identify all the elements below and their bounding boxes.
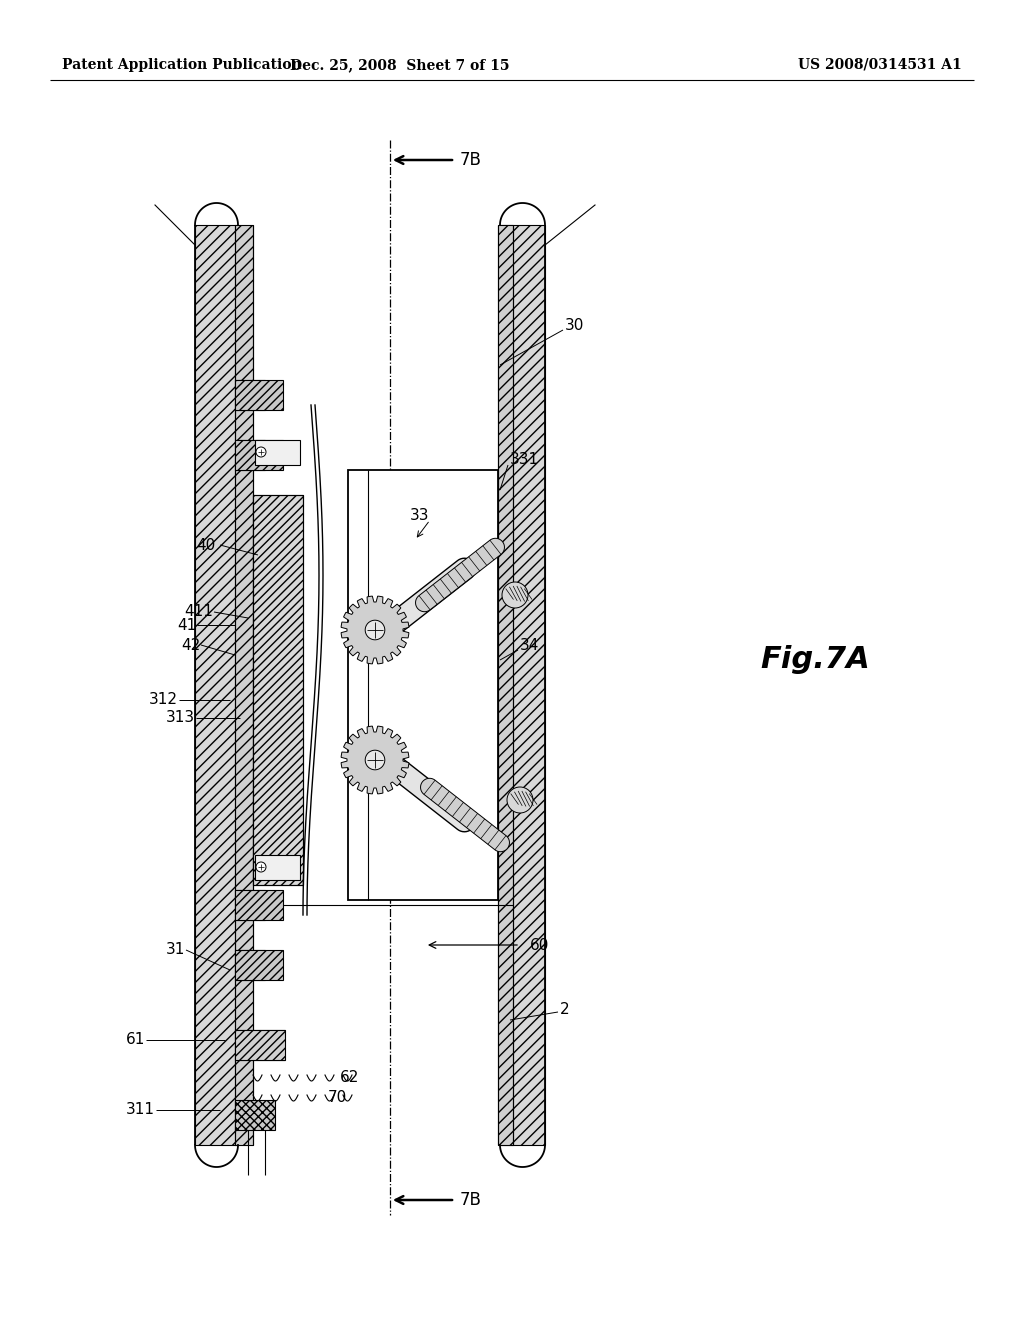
Bar	[253, 495, 303, 884]
Circle shape	[256, 862, 266, 873]
Polygon shape	[341, 726, 409, 793]
Text: 30: 30	[565, 318, 585, 333]
Text: 60: 60	[530, 937, 549, 953]
Polygon shape	[375, 748, 475, 832]
Text: Dec. 25, 2008  Sheet 7 of 15: Dec. 25, 2008 Sheet 7 of 15	[290, 58, 510, 73]
Bar	[234, 380, 283, 411]
Polygon shape	[416, 539, 505, 611]
Text: 41: 41	[177, 618, 196, 632]
Bar	[348, 470, 498, 900]
Text: Fig.7A: Fig.7A	[760, 645, 869, 675]
Text: 311: 311	[126, 1102, 155, 1118]
Text: 42: 42	[181, 638, 200, 652]
Text: 70: 70	[328, 1090, 347, 1106]
Bar	[500, 224, 545, 1144]
Text: 312: 312	[150, 693, 178, 708]
Bar	[234, 1030, 285, 1060]
Text: 313: 313	[166, 710, 195, 726]
Bar	[498, 224, 513, 1144]
Polygon shape	[341, 597, 409, 664]
Text: 33: 33	[410, 507, 429, 523]
Bar	[234, 950, 283, 979]
Bar	[234, 890, 283, 920]
Circle shape	[366, 750, 385, 770]
Circle shape	[256, 447, 266, 457]
Text: 62: 62	[340, 1071, 359, 1085]
Polygon shape	[375, 558, 475, 642]
Text: 2: 2	[560, 1002, 569, 1018]
Text: 7B: 7B	[460, 1191, 482, 1209]
Bar	[255, 855, 300, 880]
Bar	[255, 440, 300, 465]
Polygon shape	[421, 779, 510, 851]
Text: Patent Application Publication: Patent Application Publication	[62, 58, 302, 73]
Circle shape	[507, 787, 534, 813]
Text: 31: 31	[166, 942, 185, 957]
Text: 7B: 7B	[460, 150, 482, 169]
Text: 411: 411	[184, 605, 213, 619]
Text: 331: 331	[510, 453, 539, 467]
Text: US 2008/0314531 A1: US 2008/0314531 A1	[799, 58, 962, 73]
Bar	[195, 224, 238, 1144]
Bar	[234, 1100, 275, 1130]
Bar	[234, 224, 253, 1144]
Text: 34: 34	[520, 638, 540, 652]
Bar	[234, 440, 283, 470]
Circle shape	[502, 582, 528, 609]
Text: 40: 40	[196, 537, 215, 553]
Circle shape	[366, 620, 385, 640]
Text: 61: 61	[126, 1032, 145, 1048]
